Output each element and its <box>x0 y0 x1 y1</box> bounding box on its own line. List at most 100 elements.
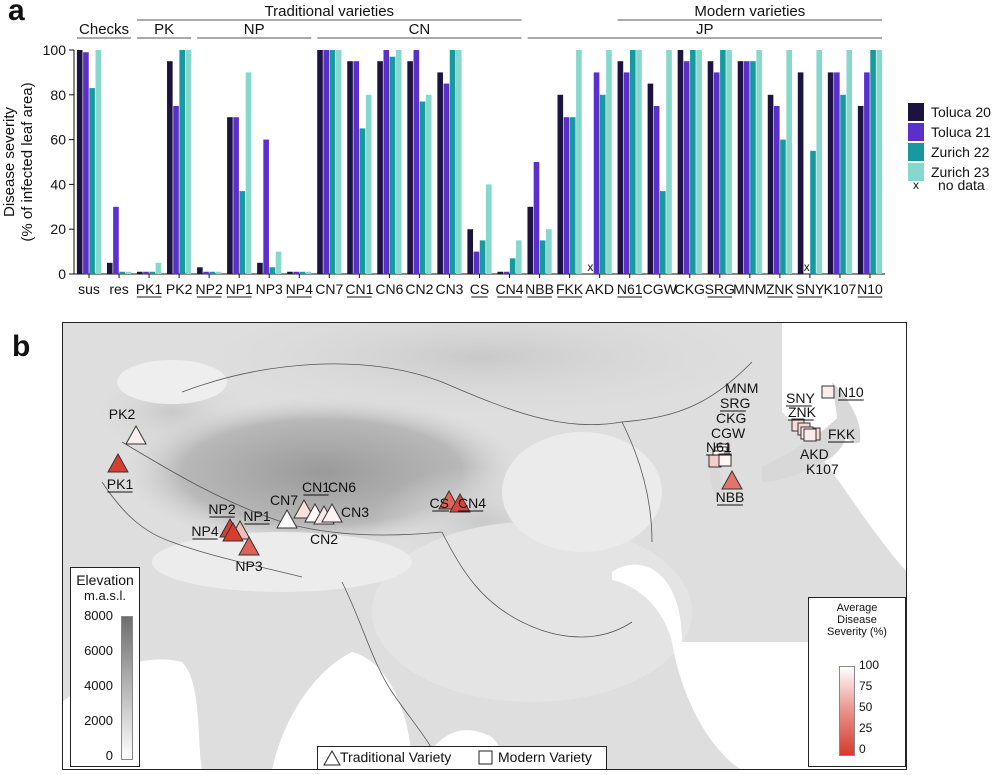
bar-NP3-toluca-21 <box>263 139 269 274</box>
bar-CN3-zurich-22 <box>449 50 456 274</box>
site-label: PK2 <box>109 406 136 422</box>
group-label: Traditional varieties <box>265 3 395 20</box>
bar-NP3-zurich-22 <box>269 267 276 274</box>
bar-CN1-toluca-21 <box>353 61 360 275</box>
bar-CN2-toluca-20 <box>407 61 413 275</box>
bar-AKD-zurich-23 <box>606 50 612 274</box>
y-tick-label: 20 <box>50 221 66 237</box>
legend-swatch <box>908 143 924 161</box>
bar-res-zurich-22 <box>119 271 125 274</box>
x-tick-label: NP3 <box>256 281 283 297</box>
map-panel: PK2 PK1 NP2 NP1 NP4 NP3 CN7 CN1 CN6 CN2 CN3 CS CN4 MN… <box>62 287 907 771</box>
site-label: SRG <box>720 395 750 411</box>
bar-ZNK-toluca-21 <box>773 106 780 274</box>
y-tick-label: 0 <box>58 266 66 282</box>
x-tick-label: SRG <box>705 281 735 297</box>
x-tick-label: ZNK <box>766 281 795 297</box>
elevation-legend-title: Elevation <box>76 572 134 588</box>
severity-legend-title-3: Severity (%) <box>827 626 887 638</box>
severity-colorbar <box>839 666 855 756</box>
bar-PK2-toluca-20 <box>167 61 173 275</box>
bar-CS-toluca-20 <box>467 229 473 274</box>
legend-label: Zurich 22 <box>931 144 990 160</box>
y-tick-label: 40 <box>50 176 66 192</box>
x-tick-label: CN6 <box>375 281 403 297</box>
korean-peninsula <box>710 457 724 507</box>
x-tick-label: CS <box>470 281 489 297</box>
legend-label: Zurich 23 <box>931 164 990 180</box>
x-tick-label: AKD <box>585 281 614 297</box>
border-line <box>341 581 443 771</box>
bar-CN2-zurich-23 <box>425 94 432 274</box>
bar-SRG-toluca-21 <box>713 72 720 275</box>
modern-variety-label: Modern Variety <box>498 749 592 765</box>
traditional-site-marker-CN4 <box>449 492 471 513</box>
bar-PK2-zurich-23 <box>185 50 192 274</box>
east-china-sea <box>612 564 682 642</box>
site-label: K107 <box>806 461 839 477</box>
modern-site-marker-K107 <box>803 428 817 442</box>
bar-CN4-zurich-22 <box>509 258 516 274</box>
modern-site-marker-N10 <box>821 385 835 399</box>
bar-PK2-toluca-21 <box>173 106 179 274</box>
bar-NP3-zurich-23 <box>275 251 282 274</box>
bar-NP2-toluca-21 <box>203 271 209 274</box>
bar-SRG-zurich-23 <box>726 50 732 274</box>
border-line <box>621 421 653 543</box>
border-line <box>441 531 633 638</box>
site-label: MNM <box>725 380 758 396</box>
bar-ZNK-toluca-20 <box>767 94 774 274</box>
x-tick-label: N61 <box>617 281 643 297</box>
modern-site-marker-NBB <box>721 469 743 490</box>
bar-PK1-toluca-20 <box>136 271 143 274</box>
legend-missing-label: no data <box>938 177 985 193</box>
bar-CS-zurich-22 <box>479 240 486 274</box>
bar-N61-zurich-23 <box>636 50 642 274</box>
traditional-site-marker-CN7 <box>276 508 298 529</box>
bar-CN6-zurich-22 <box>389 56 396 274</box>
bar-ZNK-zurich-23 <box>786 50 792 274</box>
group-label: CN <box>409 21 431 38</box>
border-line <box>181 361 753 425</box>
bar-CN7-toluca-20 <box>317 50 323 274</box>
bar-NP4-zurich-22 <box>299 271 306 274</box>
y-tick-label: 100 <box>43 42 67 58</box>
site-label: N10 <box>838 384 864 400</box>
panel-letter-a: a <box>8 0 25 27</box>
tarim-basin <box>117 360 227 404</box>
bar-N61-toluca-21 <box>623 72 630 275</box>
elevation-legend: Elevation m.a.s.l. 8000 6000 4000 2000 0 <box>70 567 140 767</box>
severity-tick-label: 75 <box>859 679 873 693</box>
group-label: PK <box>154 21 174 38</box>
bar-FKK-toluca-20 <box>557 94 564 274</box>
bar-K107-toluca-20 <box>827 72 834 275</box>
panel-letter-b: b <box>12 330 31 363</box>
x-tick-label: N10 <box>857 281 883 297</box>
variety-type-legend: Traditional Variety Modern Variety <box>317 746 607 770</box>
x-tick-label: NP2 <box>196 281 223 297</box>
modern-site-marker-N61 <box>718 453 732 467</box>
bar-res-toluca-20 <box>106 262 113 274</box>
legend-swatch <box>908 123 924 141</box>
bar-AKD-zurich-22 <box>599 94 606 274</box>
x-tick-label: CN4 <box>496 281 524 297</box>
site-label: CN6 <box>328 479 356 495</box>
bar-CN4-toluca-21 <box>503 271 510 274</box>
elevation-tick-label: 4000 <box>84 678 113 693</box>
bar-CGW-toluca-20 <box>647 83 654 274</box>
site-label: NBB <box>716 489 745 505</box>
bar-CN7-zurich-23 <box>335 50 342 274</box>
elevation-tick-label: 0 <box>105 748 113 763</box>
x-tick-label: MNM <box>733 281 766 297</box>
bar-NP1-zurich-23 <box>245 72 252 275</box>
bar-CKG-toluca-21 <box>683 61 690 275</box>
bar-MNM-zurich-23 <box>756 50 762 274</box>
bar-CKG-toluca-20 <box>677 50 684 274</box>
bar-chart: 0 20 40 60 80 100 Disease severity (% of infect… <box>1 3 991 298</box>
bar-CN4-toluca-20 <box>497 271 504 274</box>
x-tick-label: NP4 <box>286 281 313 297</box>
bar-CN7-toluca-21 <box>323 50 330 274</box>
group-label: Checks <box>79 21 129 38</box>
